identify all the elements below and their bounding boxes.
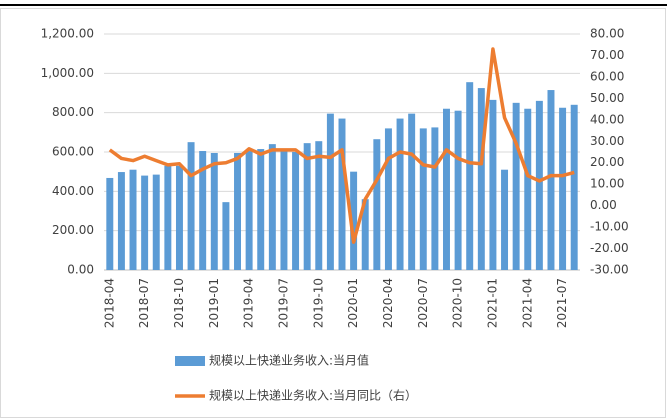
legend-swatch: [175, 356, 205, 366]
x-tick-label: 2019-01: [207, 278, 221, 328]
bar: [152, 174, 160, 270]
bar: [419, 128, 427, 270]
y-tick-label: 200.00: [52, 223, 94, 237]
bar: [535, 100, 543, 270]
x-tick-label: 2020-10: [451, 278, 465, 328]
bar: [117, 172, 125, 270]
bar: [210, 152, 218, 270]
bar: [570, 104, 578, 270]
bar: [164, 165, 172, 270]
bar: [350, 171, 358, 270]
x-tick-label: 2021-07: [555, 278, 569, 328]
bar: [489, 99, 497, 270]
bar: [373, 139, 381, 270]
bar: [222, 202, 230, 270]
y-tick-label: 1,200.00: [41, 27, 94, 41]
bar: [280, 149, 288, 270]
y2-tick-label: 20.00: [590, 155, 624, 169]
line: [108, 47, 575, 244]
x-tick-label: 2019-10: [311, 278, 325, 328]
bar: [292, 152, 300, 270]
x-tick-label: 2021-01: [485, 278, 499, 328]
bar: [408, 113, 416, 271]
bar: [141, 175, 149, 270]
y-tick-label: 800.00: [52, 105, 94, 119]
y2-tick-label: -20.00: [590, 241, 629, 255]
bar: [396, 118, 404, 270]
bar: [268, 144, 276, 270]
y2-tick-label: 30.00: [590, 134, 624, 148]
y-tick-label: 600.00: [52, 145, 94, 159]
bar: [477, 88, 485, 270]
bar: [384, 128, 392, 270]
bar: [187, 142, 195, 270]
y2-tick-label: 70.00: [590, 48, 624, 62]
bar: [315, 141, 323, 270]
bar: [129, 169, 137, 270]
bar: [466, 82, 474, 270]
bar: [524, 108, 532, 270]
bar: [303, 143, 311, 270]
bar: [175, 165, 183, 270]
bar: [361, 199, 369, 270]
x-tick-label: 2018-04: [102, 278, 116, 328]
x-tick-label: 2018-07: [137, 278, 151, 328]
y2-tick-label: 60.00: [590, 69, 624, 83]
y2-tick-label: 40.00: [590, 112, 624, 126]
x-tick-label: 2020-04: [381, 278, 395, 328]
bar: [559, 107, 567, 270]
bar: [257, 149, 265, 270]
bar: [106, 177, 114, 270]
bar: [512, 102, 520, 270]
legend-label: 规模以上快递业务收入:当月同比（右）: [209, 388, 417, 403]
x-tick-label: 2020-07: [416, 278, 430, 328]
bar: [245, 151, 253, 270]
y2-tick-label: 10.00: [590, 177, 624, 191]
y-tick-label: 1,000.00: [41, 66, 94, 80]
y2-tick-label: -10.00: [590, 220, 629, 234]
bar: [199, 151, 207, 270]
bar: [443, 108, 450, 270]
y-tick-label: 0.00: [67, 263, 94, 277]
bar: [431, 127, 439, 271]
y2-tick-label: 80.00: [590, 27, 624, 41]
y2-tick-label: 50.00: [590, 91, 624, 105]
y-tick-label: 400.00: [52, 184, 94, 198]
bar: [234, 152, 241, 270]
y2-tick-label: 0.00: [590, 198, 617, 212]
x-tick-label: 2018-10: [172, 278, 186, 328]
bar: [326, 113, 334, 271]
bar: [501, 169, 509, 270]
legend-label: 规模以上快递业务收入:当月值: [209, 353, 369, 368]
x-tick-label: 2019-04: [242, 278, 256, 328]
x-tick-label: 2019-07: [276, 278, 290, 328]
y2-tick-label: -30.00: [590, 263, 629, 277]
x-tick-label: 2021-04: [520, 278, 534, 328]
bar: [454, 110, 462, 270]
x-tick-label: 2020-01: [346, 278, 360, 328]
bar: [338, 118, 346, 270]
bar: [547, 90, 555, 270]
